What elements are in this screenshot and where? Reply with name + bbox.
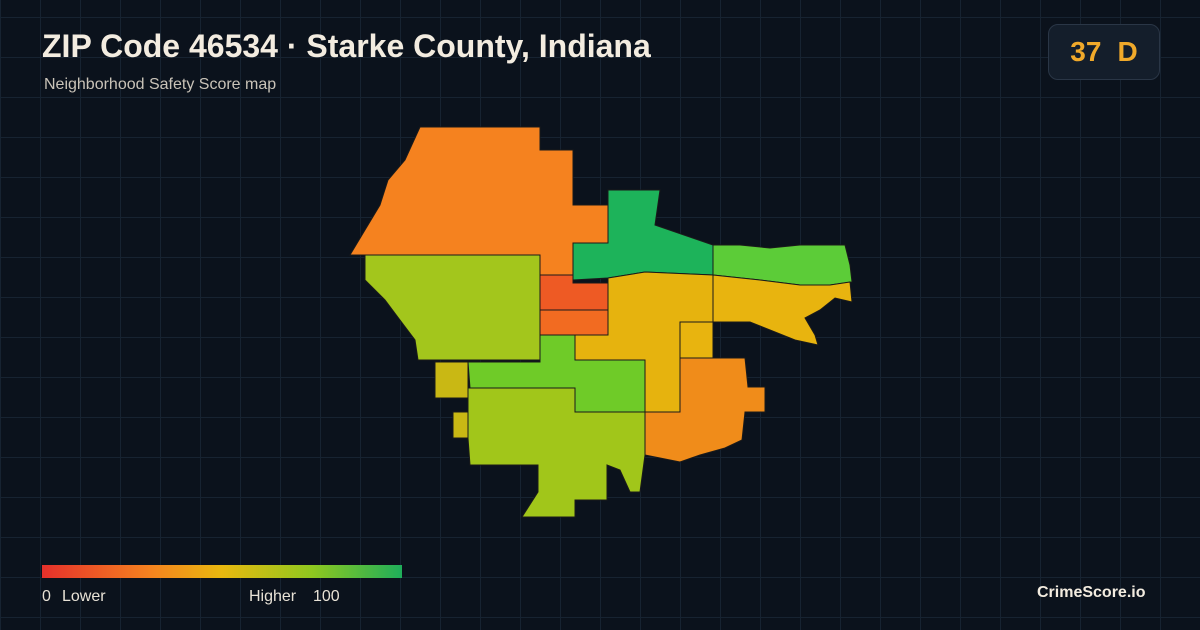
region [467, 387, 646, 518]
subtitle: Neighborhood Safety Score map [44, 76, 277, 93]
title: ZIP Code 46534 · Starke County, Indiana [42, 28, 651, 64]
score-grade: D [1117, 36, 1138, 67]
legend-max-label: Higher [249, 588, 297, 605]
region [434, 361, 469, 399]
region [539, 309, 609, 336]
region [349, 126, 609, 276]
brand: CrimeScore.io [1037, 584, 1146, 601]
legend-min-label: Lower [62, 588, 106, 605]
legend-max: 100 [313, 588, 340, 605]
legend-min: 0 [42, 588, 51, 605]
score-value: 37 [1070, 36, 1102, 67]
score-badge: 37 D [1048, 24, 1160, 80]
legend-gradient [42, 565, 402, 578]
region [364, 254, 541, 361]
region [452, 411, 469, 439]
